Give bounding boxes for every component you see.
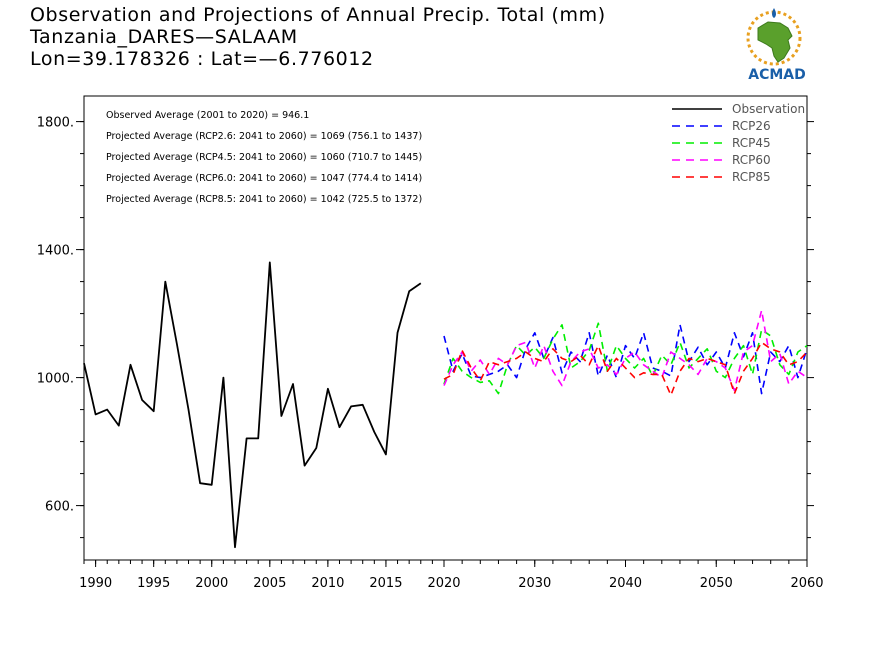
series-line-observation	[83, 261, 422, 549]
legend-label: RCP26	[732, 119, 771, 133]
chart-legend: Observation RCP26 RCP45 RCP60 RCP85	[672, 102, 805, 184]
x-tick-label: 2040	[609, 576, 642, 591]
legend-label: RCP45	[732, 136, 771, 150]
y-tick-label: 1800.	[37, 116, 74, 131]
average-annotation: Projected Average (RCP2.6: 2041 to 2060)…	[106, 131, 422, 142]
x-tick-label: 2015	[369, 576, 402, 591]
x-tick-label: 2030	[518, 576, 551, 591]
acmad-logo: ACMAD	[736, 6, 818, 84]
station-name: Tanzania_DARES—SALAAM	[30, 26, 298, 48]
x-tick-label: 2050	[700, 576, 733, 591]
x-tick-label: 2005	[253, 576, 286, 591]
average-annotation: Projected Average (RCP6.0: 2041 to 2060)…	[106, 173, 422, 184]
series-line-rcp45	[443, 322, 808, 395]
plot-frame	[83, 95, 808, 561]
chart-series	[83, 261, 808, 549]
legend-label: Observation	[732, 102, 805, 116]
x-tick-label: 2060	[790, 576, 823, 591]
x-tick-label: 1995	[137, 576, 170, 591]
series-line-rcp26	[443, 324, 808, 395]
chart-annotations: Observed Average (2001 to 2020) = 946.1 P…	[106, 110, 422, 205]
series-line-rcp60	[443, 309, 808, 392]
africa-shape	[757, 21, 793, 63]
average-annotation: Observed Average (2001 to 2020) = 946.1	[106, 110, 309, 121]
chart-axes	[83, 95, 808, 561]
chart-title: Observation and Projections of Annual Pr…	[30, 4, 606, 26]
chart-ticks: 600. 1000. 1400. 1800. 1990 1995 2000 2005 2010 2…	[37, 116, 824, 591]
y-tick-label: 1000.	[37, 372, 74, 387]
legend-label: RCP85	[732, 170, 771, 184]
station-coordinates: Lon=39.178326 : Lat=—6.776012	[30, 48, 374, 70]
x-tick-label: 2020	[427, 576, 460, 591]
y-tick-label: 600.	[45, 500, 74, 515]
x-tick-label: 2000	[195, 576, 228, 591]
logo-text: ACMAD	[748, 67, 806, 83]
average-annotation: Projected Average (RCP8.5: 2041 to 2060)…	[106, 194, 422, 205]
x-tick-label: 2010	[311, 576, 344, 591]
legend-label: RCP60	[732, 153, 771, 167]
average-annotation: Projected Average (RCP4.5: 2041 to 2060)…	[106, 152, 422, 163]
x-tick-label: 1990	[79, 576, 112, 591]
series-line-rcp85	[443, 341, 808, 396]
water-drop-icon	[772, 8, 776, 18]
y-tick-label: 1400.	[37, 244, 74, 259]
chart-header: Observation and Projections of Annual Pr…	[30, 4, 606, 70]
